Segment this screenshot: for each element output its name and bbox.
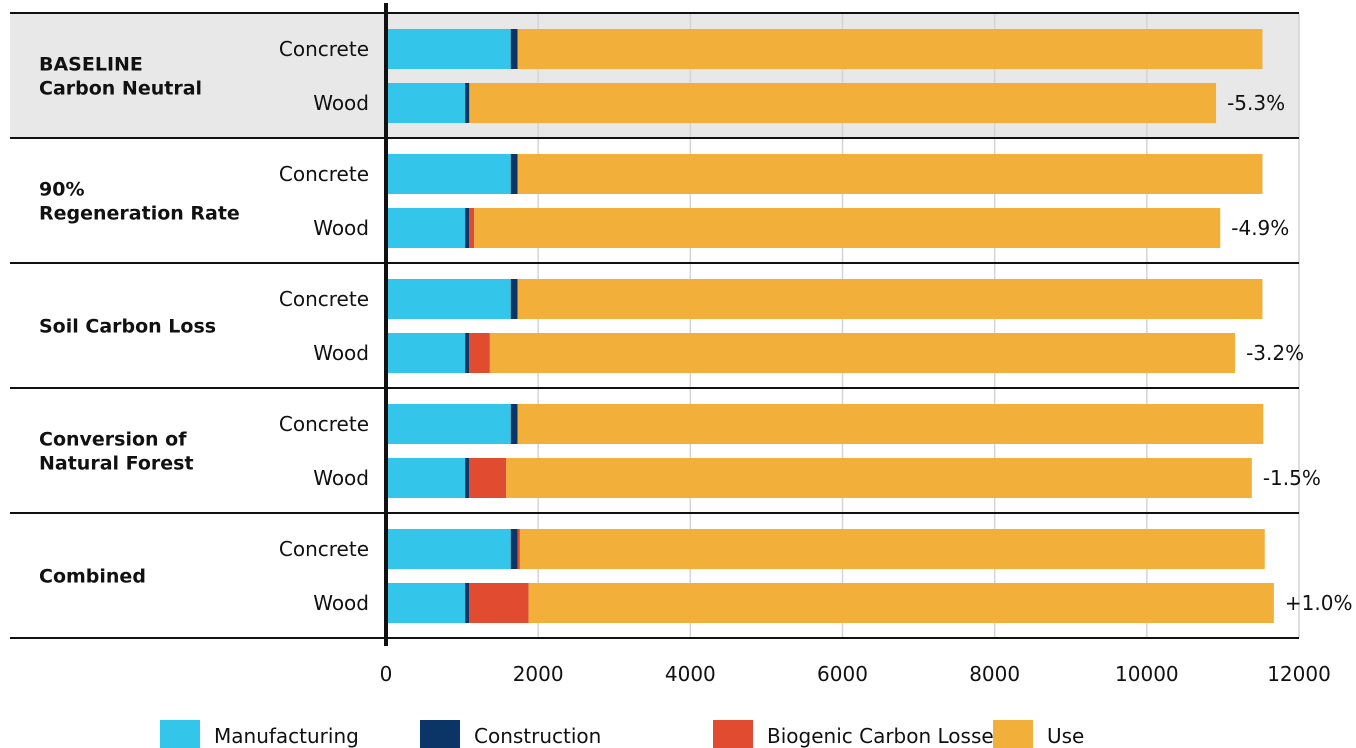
bar-label: Concrete	[279, 537, 369, 561]
bar-label: Concrete	[279, 287, 369, 311]
bar-segment-biogenic-carbon-losses	[469, 333, 490, 373]
change-label: +1.0%	[1285, 591, 1353, 615]
x-tick-label: 12000	[1267, 662, 1331, 686]
bar-label: Concrete	[279, 412, 369, 436]
bar-segment-use	[528, 583, 1274, 623]
legend-swatch	[160, 720, 200, 748]
bar-label: Wood	[313, 91, 369, 115]
x-tick-label: 0	[380, 662, 393, 686]
group-label: BASELINE	[39, 54, 143, 76]
x-tick-label: 10000	[1115, 662, 1179, 686]
bar-label: Concrete	[279, 162, 369, 186]
group-label: Combined	[39, 566, 146, 588]
bar-segment-biogenic-carbon-losses	[469, 458, 507, 498]
bar-segment-use	[519, 529, 1265, 569]
bar-label: Wood	[313, 216, 369, 240]
x-axis-ticks: 0 2000 4000 6000 8000 10000 12000	[380, 662, 1331, 686]
bar-segment-construction	[510, 279, 518, 319]
legend-label: Manufacturing	[214, 724, 359, 748]
bars	[386, 29, 1274, 623]
bar-segment-construction	[465, 83, 470, 123]
bar-segment-use	[517, 154, 1263, 194]
change-label: -3.2%	[1246, 341, 1304, 365]
change-label: -5.3%	[1227, 91, 1285, 115]
bar-segment-biogenic-carbon-losses	[469, 208, 475, 248]
bar-segment-manufacturing	[386, 83, 466, 123]
bar-segment-use	[489, 333, 1236, 373]
legend-swatch	[420, 720, 460, 748]
x-tick-label: 6000	[817, 662, 868, 686]
x-tick-label: 4000	[665, 662, 716, 686]
bar-segment-use	[517, 279, 1263, 319]
bar-segment-manufacturing	[386, 154, 511, 194]
bar-segment-use	[517, 404, 1264, 444]
bar-label: Concrete	[279, 37, 369, 61]
bar-segment-construction	[510, 404, 518, 444]
change-label: -4.9%	[1231, 216, 1289, 240]
legend: Manufacturing Construction Biogenic Carbon…	[160, 720, 1084, 748]
bar-segment-construction	[465, 208, 470, 248]
bar-segment-manufacturing	[386, 529, 511, 569]
x-tick-label: 8000	[969, 662, 1020, 686]
bar-segment-use	[506, 458, 1252, 498]
legend-swatch	[993, 720, 1033, 748]
bar-segment-use	[474, 208, 1221, 248]
group-label: Conversion of	[39, 429, 187, 451]
legend-swatch	[713, 720, 753, 748]
bar-segment-construction	[510, 29, 518, 69]
change-label: -1.5%	[1263, 466, 1321, 490]
bar-segment-construction	[465, 458, 470, 498]
bar-segment-manufacturing	[386, 404, 511, 444]
x-tick-label: 2000	[513, 662, 564, 686]
bar-segment-use	[517, 29, 1263, 69]
group-label: Natural Forest	[39, 453, 194, 475]
legend-label: Biogenic Carbon Losses	[767, 724, 1004, 748]
bar-segment-use	[469, 83, 1217, 123]
bar-segment-manufacturing	[386, 208, 466, 248]
bar-segment-biogenic-carbon-losses	[469, 583, 529, 623]
bar-segment-manufacturing	[386, 583, 466, 623]
bar-segment-manufacturing	[386, 29, 511, 69]
bar-segment-manufacturing	[386, 333, 466, 373]
legend-label: Use	[1047, 724, 1084, 748]
bar-label: Wood	[313, 591, 369, 615]
legend-label: Construction	[474, 724, 601, 748]
bar-label: Wood	[313, 341, 369, 365]
bar-segment-manufacturing	[386, 279, 511, 319]
bar-segment-construction	[465, 583, 470, 623]
group-label: Carbon Neutral	[39, 78, 202, 100]
bar-label: Wood	[313, 466, 369, 490]
bar-segment-manufacturing	[386, 458, 466, 498]
bar-segment-biogenic-carbon-losses	[517, 529, 520, 569]
bar-segment-construction	[465, 333, 470, 373]
group-label: Soil Carbon Loss	[39, 316, 216, 338]
bar-segment-construction	[510, 529, 518, 569]
group-label: 90%	[39, 179, 84, 201]
bar-segment-construction	[510, 154, 518, 194]
group-separators	[10, 12, 1299, 639]
group-label: Regeneration Rate	[39, 203, 240, 225]
